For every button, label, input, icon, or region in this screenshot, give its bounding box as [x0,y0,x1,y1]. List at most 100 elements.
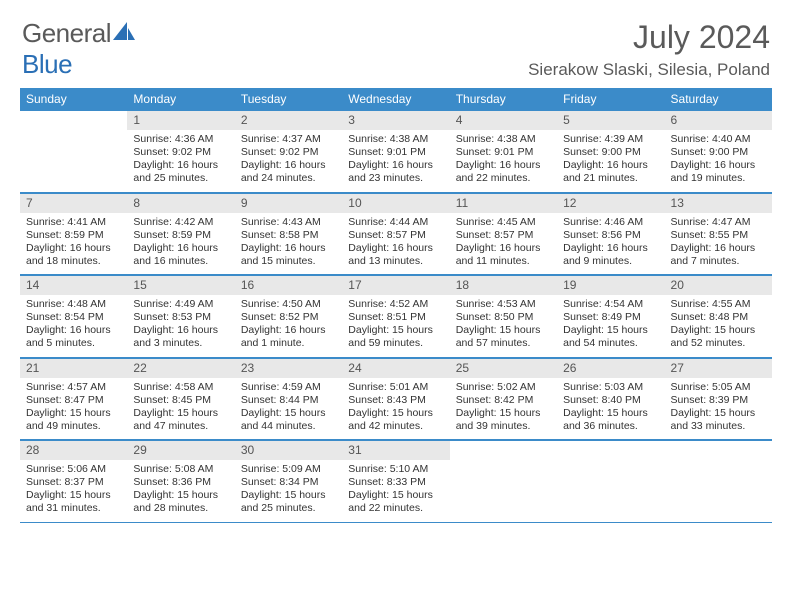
day-number: 26 [557,358,664,378]
day-number: 24 [342,358,449,378]
day-body: Sunrise: 4:45 AMSunset: 8:57 PMDaylight:… [450,213,557,275]
day-body: Sunrise: 4:41 AMSunset: 8:59 PMDaylight:… [20,213,127,275]
day-number: 9 [235,193,342,213]
day-number: 19 [557,275,664,295]
daylight-line: Daylight: 16 hours and 3 minutes. [133,324,228,350]
sunset-line: Sunset: 8:44 PM [241,394,336,407]
day-cell: 14Sunrise: 4:48 AMSunset: 8:54 PMDayligh… [20,275,127,357]
day-number: 28 [20,440,127,460]
daylight-line: Daylight: 16 hours and 1 minute. [241,324,336,350]
daylight-line: Daylight: 15 hours and 52 minutes. [671,324,766,350]
day-number: 15 [127,275,234,295]
brand-word1: General [22,18,111,48]
sunrise-line: Sunrise: 5:03 AM [563,381,658,394]
day-cell: 15Sunrise: 4:49 AMSunset: 8:53 PMDayligh… [127,275,234,357]
sunrise-line: Sunrise: 5:06 AM [26,463,121,476]
day-cell: 11Sunrise: 4:45 AMSunset: 8:57 PMDayligh… [450,193,557,275]
daylight-line: Daylight: 15 hours and 42 minutes. [348,407,443,433]
daylight-line: Daylight: 16 hours and 13 minutes. [348,242,443,268]
day-body: Sunrise: 4:48 AMSunset: 8:54 PMDaylight:… [20,295,127,357]
daylight-line: Daylight: 15 hours and 31 minutes. [26,489,121,515]
logo-sail-icon [113,18,135,49]
sunset-line: Sunset: 8:37 PM [26,476,121,489]
sunset-line: Sunset: 8:56 PM [563,229,658,242]
day-number: 1 [127,110,234,130]
day-number: 11 [450,193,557,213]
sunrise-line: Sunrise: 4:48 AM [26,298,121,311]
sunrise-line: Sunrise: 4:44 AM [348,216,443,229]
day-cell: 23Sunrise: 4:59 AMSunset: 8:44 PMDayligh… [235,358,342,440]
sunrise-line: Sunrise: 5:09 AM [241,463,336,476]
day-body: Sunrise: 4:49 AMSunset: 8:53 PMDaylight:… [127,295,234,357]
sunset-line: Sunset: 8:49 PM [563,311,658,324]
day-number: 4 [450,110,557,130]
day-number: 12 [557,193,664,213]
day-body: Sunrise: 4:42 AMSunset: 8:59 PMDaylight:… [127,213,234,275]
daylight-line: Daylight: 16 hours and 21 minutes. [563,159,658,185]
sunrise-line: Sunrise: 4:55 AM [671,298,766,311]
week-row: 28Sunrise: 5:06 AMSunset: 8:37 PMDayligh… [20,440,772,523]
day-body: Sunrise: 4:58 AMSunset: 8:45 PMDaylight:… [127,378,234,440]
sunset-line: Sunset: 8:57 PM [348,229,443,242]
brand-logo: General Blue [22,18,135,80]
day-cell: 29Sunrise: 5:08 AMSunset: 8:36 PMDayligh… [127,440,234,522]
daylight-line: Daylight: 15 hours and 59 minutes. [348,324,443,350]
sunrise-line: Sunrise: 4:38 AM [348,133,443,146]
week-row: 14Sunrise: 4:48 AMSunset: 8:54 PMDayligh… [20,275,772,358]
day-number: 30 [235,440,342,460]
day-cell: 13Sunrise: 4:47 AMSunset: 8:55 PMDayligh… [665,193,772,275]
day-body: Sunrise: 5:10 AMSunset: 8:33 PMDaylight:… [342,460,449,522]
weekday-header: Monday [127,88,234,110]
daylight-line: Daylight: 16 hours and 15 minutes. [241,242,336,268]
sunset-line: Sunset: 8:57 PM [456,229,551,242]
sunset-line: Sunset: 8:59 PM [133,229,228,242]
sunrise-line: Sunrise: 4:41 AM [26,216,121,229]
sunset-line: Sunset: 8:39 PM [671,394,766,407]
day-body: Sunrise: 5:02 AMSunset: 8:42 PMDaylight:… [450,378,557,440]
day-cell: 6Sunrise: 4:40 AMSunset: 9:00 PMDaylight… [665,110,772,192]
sunrise-line: Sunrise: 4:40 AM [671,133,766,146]
daylight-line: Daylight: 16 hours and 7 minutes. [671,242,766,268]
day-number: 7 [20,193,127,213]
sunrise-line: Sunrise: 5:02 AM [456,381,551,394]
sunset-line: Sunset: 9:02 PM [241,146,336,159]
daylight-line: Daylight: 15 hours and 49 minutes. [26,407,121,433]
sunrise-line: Sunrise: 4:50 AM [241,298,336,311]
day-number: 23 [235,358,342,378]
day-cell: 17Sunrise: 4:52 AMSunset: 8:51 PMDayligh… [342,275,449,357]
day-body: Sunrise: 4:43 AMSunset: 8:58 PMDaylight:… [235,213,342,275]
day-cell: 25Sunrise: 5:02 AMSunset: 8:42 PMDayligh… [450,358,557,440]
sunset-line: Sunset: 8:51 PM [348,311,443,324]
day-body: Sunrise: 5:01 AMSunset: 8:43 PMDaylight:… [342,378,449,440]
sunrise-line: Sunrise: 4:38 AM [456,133,551,146]
daylight-line: Daylight: 15 hours and 33 minutes. [671,407,766,433]
sunrise-line: Sunrise: 4:45 AM [456,216,551,229]
day-number [450,440,557,460]
day-number: 16 [235,275,342,295]
day-cell: 1Sunrise: 4:36 AMSunset: 9:02 PMDaylight… [127,110,234,192]
brand-text: General Blue [22,18,135,80]
weekday-header: Saturday [665,88,772,110]
day-cell [665,440,772,522]
day-body: Sunrise: 5:06 AMSunset: 8:37 PMDaylight:… [20,460,127,522]
day-body: Sunrise: 4:55 AMSunset: 8:48 PMDaylight:… [665,295,772,357]
daylight-line: Daylight: 16 hours and 18 minutes. [26,242,121,268]
sunrise-line: Sunrise: 4:58 AM [133,381,228,394]
week-row: 21Sunrise: 4:57 AMSunset: 8:47 PMDayligh… [20,358,772,441]
day-body: Sunrise: 5:03 AMSunset: 8:40 PMDaylight:… [557,378,664,440]
daylight-line: Daylight: 15 hours and 39 minutes. [456,407,551,433]
day-cell: 20Sunrise: 4:55 AMSunset: 8:48 PMDayligh… [665,275,772,357]
day-cell: 2Sunrise: 4:37 AMSunset: 9:02 PMDaylight… [235,110,342,192]
day-body: Sunrise: 4:39 AMSunset: 9:00 PMDaylight:… [557,130,664,192]
day-body: Sunrise: 4:36 AMSunset: 9:02 PMDaylight:… [127,130,234,192]
brand-word2: Blue [22,49,72,79]
sunset-line: Sunset: 8:54 PM [26,311,121,324]
sunset-line: Sunset: 8:34 PM [241,476,336,489]
sunrise-line: Sunrise: 4:49 AM [133,298,228,311]
day-number: 21 [20,358,127,378]
sunset-line: Sunset: 9:00 PM [563,146,658,159]
day-cell [20,110,127,192]
sunset-line: Sunset: 9:02 PM [133,146,228,159]
sunrise-line: Sunrise: 4:42 AM [133,216,228,229]
day-cell: 3Sunrise: 4:38 AMSunset: 9:01 PMDaylight… [342,110,449,192]
